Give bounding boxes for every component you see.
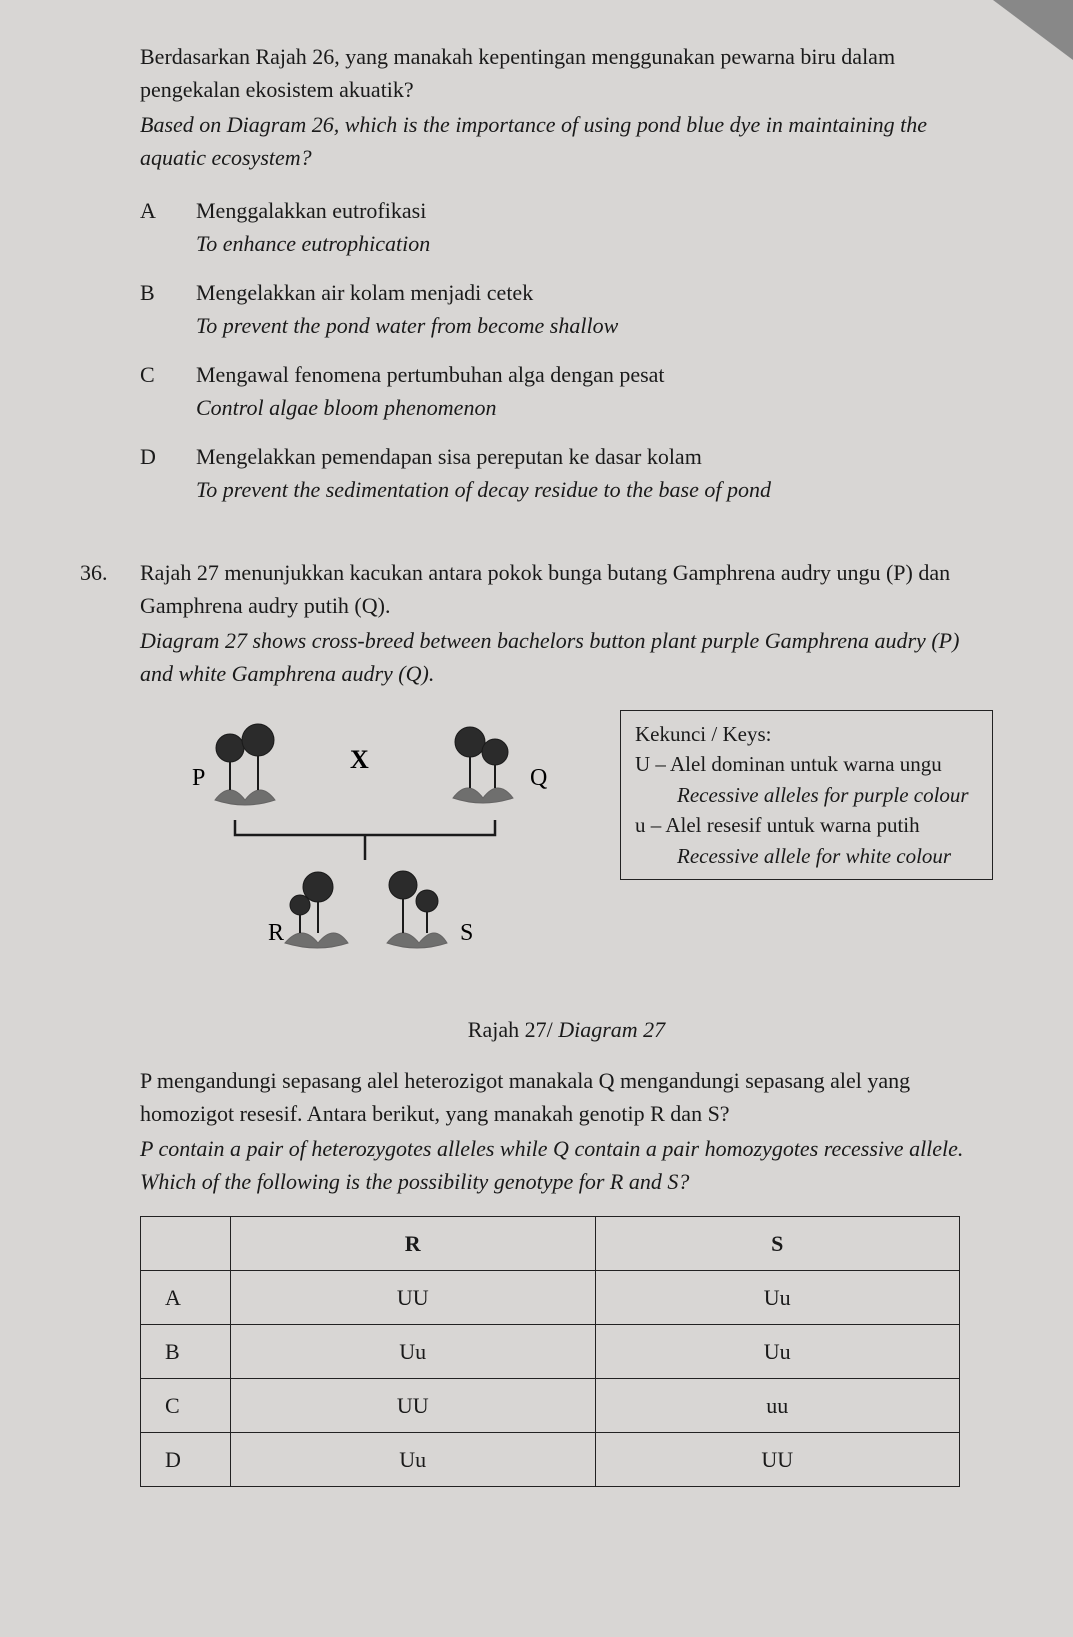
question-35: Berdasarkan Rajah 26, yang manakah kepen… xyxy=(80,40,993,506)
page-corner-fold xyxy=(993,0,1073,60)
label-p: P xyxy=(192,765,205,791)
cell-s: Uu xyxy=(595,1271,960,1325)
sub-question: P mengandungi sepasang alel heterozigot … xyxy=(140,1064,993,1198)
cell-r: UU xyxy=(231,1271,596,1325)
option-text-en: Control algae bloom phenomenon xyxy=(196,391,665,424)
label-q: Q xyxy=(530,765,547,791)
option-text-en: To enhance eutrophication xyxy=(196,227,430,260)
stem-en: Diagram 27 shows cross-breed between bac… xyxy=(140,624,993,690)
question-36: 36. Rajah 27 menunjukkan kacukan antara … xyxy=(80,556,993,1487)
option-text-en: To prevent the sedimentation of decay re… xyxy=(196,473,771,506)
cell-r: Uu xyxy=(231,1433,596,1487)
row-label: B xyxy=(141,1325,231,1379)
table-header-r: R xyxy=(231,1217,596,1271)
cell-s: uu xyxy=(595,1379,960,1433)
stem-ms: Berdasarkan Rajah 26, yang manakah kepen… xyxy=(140,40,993,106)
table-row[interactable]: A UU Uu xyxy=(141,1271,960,1325)
option-text-ms: Mengelakkan pemendapan sisa pereputan ke… xyxy=(196,440,771,473)
option-text-en: To prevent the pond water from become sh… xyxy=(196,309,618,342)
key-u-lower-ms: u – Alel resesif untuk warna putih xyxy=(635,810,978,840)
cross-symbol: X xyxy=(350,745,369,774)
table-row[interactable]: C UU uu xyxy=(141,1379,960,1433)
option-a[interactable]: A Menggalakkan eutrofikasi To enhance eu… xyxy=(140,194,993,260)
cross-diagram: P X Q xyxy=(140,710,600,999)
sub-ms: P mengandungi sepasang alel heterozigot … xyxy=(140,1064,993,1130)
table-row[interactable]: B Uu Uu xyxy=(141,1325,960,1379)
option-letter: B xyxy=(140,276,196,342)
option-text-ms: Menggalakkan eutrofikasi xyxy=(196,194,430,227)
key-legend: Kekunci / Keys: U – Alel dominan untuk w… xyxy=(620,710,993,880)
cell-s: Uu xyxy=(595,1325,960,1379)
question-number: 36. xyxy=(80,556,140,589)
row-label: A xyxy=(141,1271,231,1325)
option-letter: D xyxy=(140,440,196,506)
label-s: S xyxy=(460,920,473,946)
question-stem: Berdasarkan Rajah 26, yang manakah kepen… xyxy=(140,40,993,174)
option-text-ms: Mengelakkan air kolam menjadi cetek xyxy=(196,276,618,309)
label-r: R xyxy=(268,920,284,946)
row-label: D xyxy=(141,1433,231,1487)
table-header-blank xyxy=(141,1217,231,1271)
option-b[interactable]: B Mengelakkan air kolam menjadi cetek To… xyxy=(140,276,993,342)
cell-s: UU xyxy=(595,1433,960,1487)
cell-r: UU xyxy=(231,1379,596,1433)
option-letter: C xyxy=(140,358,196,424)
key-u-upper-ms: U – Alel dominan untuk warna ungu xyxy=(635,749,978,779)
table-row[interactable]: D Uu UU xyxy=(141,1433,960,1487)
row-label: C xyxy=(141,1379,231,1433)
question-stem: Rajah 27 menunjukkan kacukan antara poko… xyxy=(140,556,993,690)
answer-table: R S A UU Uu B Uu Uu C UU uu xyxy=(140,1216,960,1487)
cell-r: Uu xyxy=(231,1325,596,1379)
stem-en: Based on Diagram 26, which is the import… xyxy=(140,108,993,174)
option-c[interactable]: C Mengawal fenomena pertumbuhan alga den… xyxy=(140,358,993,424)
key-title: Kekunci / Keys: xyxy=(635,719,978,749)
answer-options: A Menggalakkan eutrofikasi To enhance eu… xyxy=(140,194,993,506)
option-letter: A xyxy=(140,194,196,260)
key-u-upper-en: Recessive alleles for purple colour xyxy=(677,780,978,810)
table-header-s: S xyxy=(595,1217,960,1271)
option-d[interactable]: D Mengelakkan pemendapan sisa pereputan … xyxy=(140,440,993,506)
key-u-lower-en: Recessive allele for white colour xyxy=(677,841,978,871)
diagram-caption: Rajah 27/ Diagram 27 xyxy=(140,1013,993,1046)
stem-ms: Rajah 27 menunjukkan kacukan antara poko… xyxy=(140,556,993,622)
option-text-ms: Mengawal fenomena pertumbuhan alga denga… xyxy=(196,358,665,391)
sub-en: P contain a pair of heterozygotes allele… xyxy=(140,1132,993,1198)
